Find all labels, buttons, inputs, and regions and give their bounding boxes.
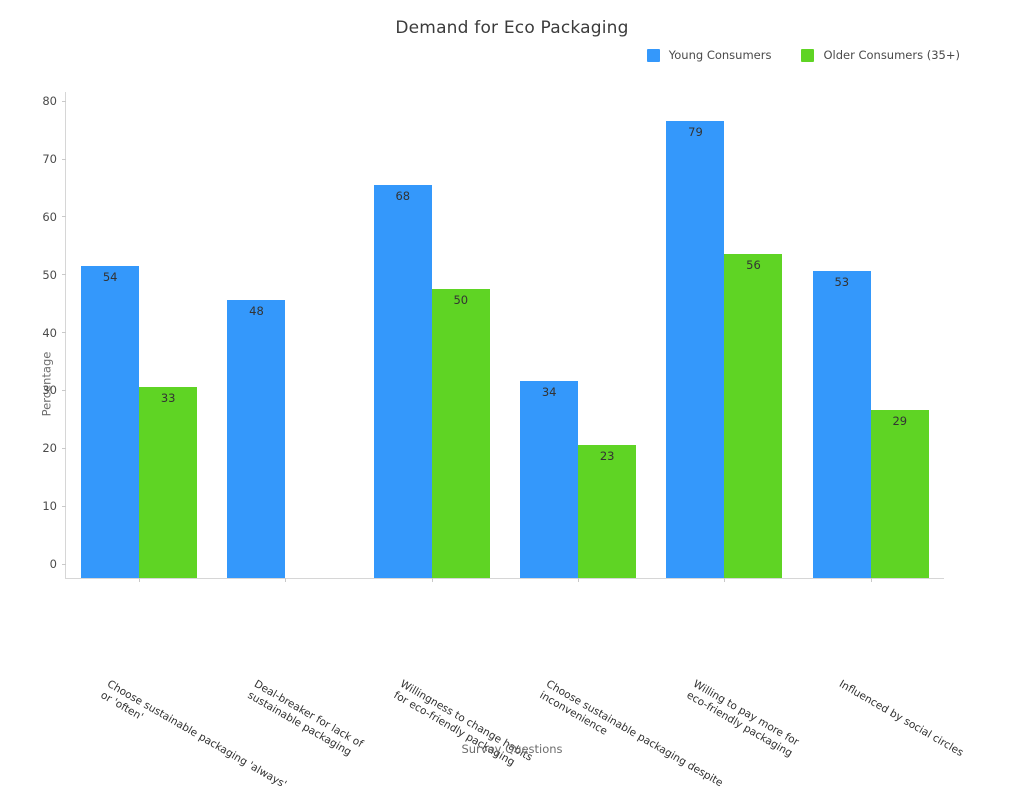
y-axis-tick-label: 0 (49, 557, 57, 571)
bar-group: 68 50 (359, 92, 505, 582)
y-axis-tick: 10 (42, 499, 66, 513)
y-axis-tick: 30 (42, 383, 66, 397)
y-axis-tick-mark (62, 447, 66, 449)
bar-group: 54 33 (66, 92, 212, 582)
bar-value-label: 54 (102, 269, 118, 284)
y-axis-tick: 80 (42, 94, 66, 108)
y-axis-tick-mark (62, 100, 66, 102)
chart-legend: Young Consumers Older Consumers (35+) (646, 47, 960, 63)
bar[interactable]: 23 (578, 444, 637, 578)
bar[interactable]: 50 (431, 288, 490, 578)
y-axis-tick: 20 (42, 441, 66, 455)
bar-value-label: 29 (892, 414, 908, 429)
x-axis-label: Survey Questions (461, 742, 563, 756)
y-axis-tick-mark (62, 274, 66, 276)
y-axis-tick-mark (62, 505, 66, 507)
bar-group: 48 (212, 92, 358, 582)
bar[interactable]: 79 (666, 120, 725, 578)
y-axis-spine (65, 92, 66, 578)
x-axis-tick-mark (139, 578, 141, 582)
bar-value-label: 33 (160, 391, 176, 406)
x-axis-tick-mark (285, 578, 287, 582)
y-axis-tick-mark (62, 332, 66, 334)
legend-label: Older Consumers (35+) (823, 48, 960, 62)
bar-value-label: 48 (249, 304, 264, 319)
x-axis-spine (65, 578, 944, 579)
bar-group: 79 56 (651, 92, 797, 582)
bar[interactable]: 56 (724, 254, 783, 578)
y-axis-tick-label: 30 (42, 383, 57, 398)
y-axis-tick-label: 10 (42, 499, 57, 514)
bar-value-label: 56 (746, 258, 761, 272)
bar[interactable]: 53 (812, 271, 871, 578)
chart-title: Demand for Eco Packaging (395, 18, 629, 38)
bar-value-label: 79 (688, 124, 703, 139)
bar-value-label: 53 (834, 275, 850, 290)
x-axis-tick-mark (870, 578, 872, 582)
y-axis-tick: 40 (42, 326, 66, 340)
bar-value-label: 23 (599, 448, 615, 463)
legend-item[interactable]: Young Consumers (646, 48, 772, 62)
bar-value-label: 68 (395, 188, 411, 203)
y-axis-tick-label: 50 (42, 267, 57, 282)
bar[interactable]: 68 (373, 184, 432, 578)
y-axis-tick-label: 60 (42, 209, 57, 224)
bar[interactable]: 54 (81, 265, 140, 578)
bar[interactable]: 48 (227, 300, 286, 578)
y-axis-tick-label: 70 (42, 152, 57, 166)
plot-area: 0 10 20 30 40 50 60 70 80 54 33 48 68 50 34 23 79 56 53 29… (42, 92, 965, 791)
bar-value-label: 34 (541, 385, 557, 400)
bar[interactable]: 29 (870, 410, 929, 578)
y-axis-tick: 60 (42, 210, 66, 224)
y-axis-tick: 50 (42, 268, 66, 282)
legend-item[interactable]: Older Consumers (35+) (801, 48, 960, 62)
chart-figure: Demand for Eco Packaging Young Consumers… (39, 18, 966, 791)
x-axis-tick-mark (431, 578, 433, 582)
y-axis-tick-label: 80 (42, 94, 57, 109)
y-axis-tick-mark (62, 563, 66, 565)
x-axis-tick-mark (724, 578, 726, 582)
bar-value-label: 50 (453, 292, 469, 307)
y-axis-tick-mark (62, 158, 66, 160)
x-axis-tick-label: Willingness to change habits for eco-frie… (391, 678, 534, 776)
legend-swatch-icon (646, 48, 660, 62)
x-axis-tick-label-line: for eco-friendly packaging (391, 689, 517, 769)
legend-label: Young Consumers (668, 48, 772, 62)
x-axis-tick-mark (578, 578, 580, 582)
legend-swatch-icon (801, 48, 815, 62)
y-axis-tick: 0 (50, 557, 66, 571)
y-axis-tick-label: 20 (42, 441, 57, 456)
y-axis-tick-mark (62, 389, 66, 391)
bar-group: 34 23 (505, 92, 651, 582)
y-axis-tick: 70 (42, 152, 66, 166)
y-axis-tick-label: 40 (42, 325, 57, 340)
x-axis-tick-label-line: Deal-breaker for lack of (251, 678, 365, 751)
y-axis-tick-mark (62, 216, 66, 218)
bar[interactable]: 34 (520, 381, 579, 578)
bar-group: 53 29 (798, 92, 944, 582)
bar[interactable]: 33 (139, 387, 198, 578)
